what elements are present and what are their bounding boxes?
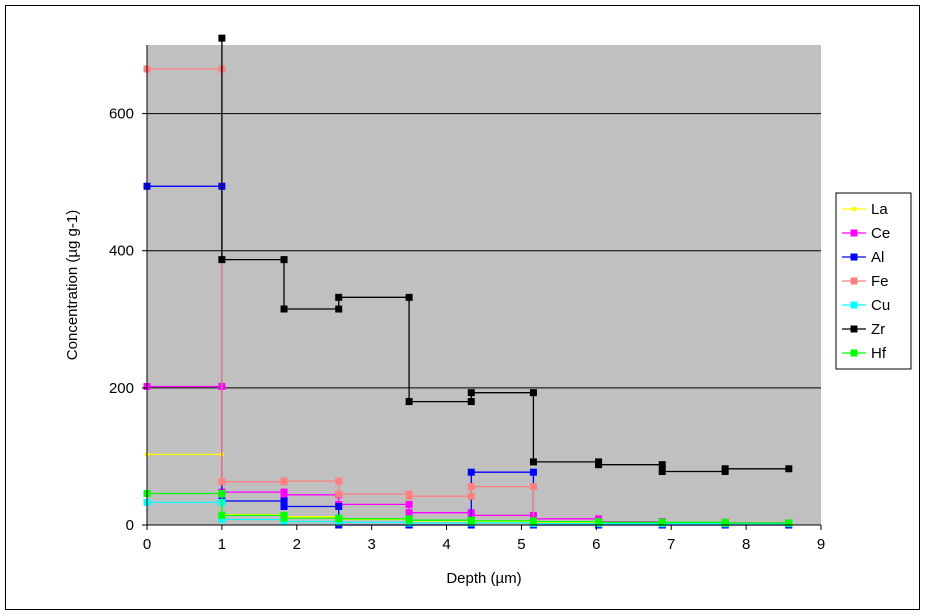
- data-point: [218, 34, 226, 42]
- x-tick-label: 6: [592, 536, 600, 553]
- legend-item-hf: Hf: [842, 345, 887, 362]
- series-zr: [218, 34, 793, 476]
- plot-area: [147, 45, 821, 525]
- data-point: [405, 500, 413, 508]
- x-tick-label: 7: [667, 536, 675, 553]
- data-point: [658, 518, 666, 526]
- legend-marker: [850, 229, 858, 237]
- y-tick-label: 200: [109, 380, 134, 397]
- legend-label: Cu: [871, 297, 890, 314]
- x-tick-label: 1: [218, 536, 226, 553]
- x-tick-label: 5: [517, 536, 525, 553]
- data-point: [280, 305, 288, 313]
- data-point: [218, 511, 226, 519]
- data-point: [529, 468, 537, 476]
- data-point: [467, 517, 475, 525]
- y-tick-label: 0: [126, 517, 134, 534]
- data-point: [595, 518, 603, 526]
- x-tick-label: 9: [817, 536, 825, 553]
- legend-marker: [850, 253, 858, 261]
- data-point: [280, 502, 288, 510]
- legend-marker: [850, 325, 858, 333]
- data-point: [785, 519, 793, 527]
- data-point: [785, 465, 793, 473]
- x-tick-label: 4: [442, 536, 450, 553]
- data-point: [335, 305, 343, 313]
- gridlines: [147, 113, 821, 389]
- legend-item-ce: Ce: [842, 225, 890, 242]
- data-point: [658, 468, 666, 476]
- data-point: [218, 516, 226, 524]
- x-tick-label: 0: [143, 536, 151, 553]
- legend-label: Al: [871, 249, 884, 266]
- data-point: [595, 461, 603, 469]
- data-point: [467, 492, 475, 500]
- data-point: [529, 458, 537, 466]
- data-point: [280, 477, 288, 485]
- y-axis-label: Concentration (µg g-1): [64, 210, 81, 360]
- y-tick-label: 400: [109, 243, 134, 260]
- data-point: [405, 509, 413, 517]
- data-point: [529, 483, 537, 491]
- data-point: [280, 256, 288, 264]
- data-point: [405, 516, 413, 524]
- data-point: [218, 256, 226, 264]
- data-point: [335, 293, 343, 301]
- legend-label: Ce: [871, 225, 890, 242]
- data-point: [405, 293, 413, 301]
- legend-marker: [850, 301, 858, 309]
- legend-marker: [852, 207, 856, 211]
- data-point: [721, 519, 729, 527]
- data-point: [405, 492, 413, 500]
- data-point: [280, 514, 288, 522]
- legend-item-zr: Zr: [842, 321, 885, 338]
- legend-item-fe: Fe: [842, 273, 889, 290]
- data-point: [721, 465, 729, 473]
- data-point: [218, 489, 226, 497]
- data-point: [529, 518, 537, 526]
- data-point: [218, 478, 226, 486]
- legend: La Ce Al Fe Cu Zr Hf: [835, 192, 912, 370]
- x-tick-label: 8: [742, 536, 750, 553]
- y-tick-label: 600: [109, 106, 134, 123]
- legend-marker: [850, 277, 858, 285]
- legend-label: Hf: [871, 345, 887, 362]
- data-point: [335, 490, 343, 498]
- series-hf: [143, 489, 793, 527]
- legend-item-la: La: [842, 201, 888, 218]
- data-point: [467, 398, 475, 406]
- legend-label: Fe: [871, 273, 889, 290]
- data-point: [405, 398, 413, 406]
- data-point: [467, 389, 475, 397]
- data-point: [467, 483, 475, 491]
- x-axis-label: Depth (µm): [446, 570, 521, 587]
- legend-marker: [850, 349, 858, 357]
- legend-item-cu: Cu: [842, 297, 890, 314]
- legend-label: Zr: [871, 321, 885, 338]
- legend-item-al: Al: [842, 249, 884, 266]
- tick-labels: 0 1 2 3 4 5 6 7 8 9 0 200 400 600: [109, 106, 825, 553]
- data-point: [335, 502, 343, 510]
- data-point: [280, 491, 288, 499]
- legend-label: La: [871, 201, 888, 218]
- data-point: [280, 497, 288, 505]
- data-point: [529, 389, 537, 397]
- axes: [142, 45, 822, 530]
- data-point: [467, 468, 475, 476]
- data-point: [335, 515, 343, 523]
- x-tick-label: 2: [293, 536, 301, 553]
- x-tick-label: 3: [367, 536, 375, 553]
- data-point: [335, 477, 343, 485]
- data-point: [658, 461, 666, 469]
